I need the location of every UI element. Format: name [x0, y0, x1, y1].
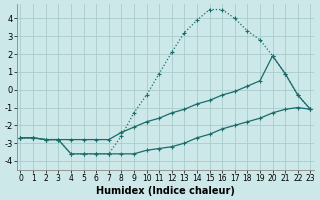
X-axis label: Humidex (Indice chaleur): Humidex (Indice chaleur)	[96, 186, 235, 196]
